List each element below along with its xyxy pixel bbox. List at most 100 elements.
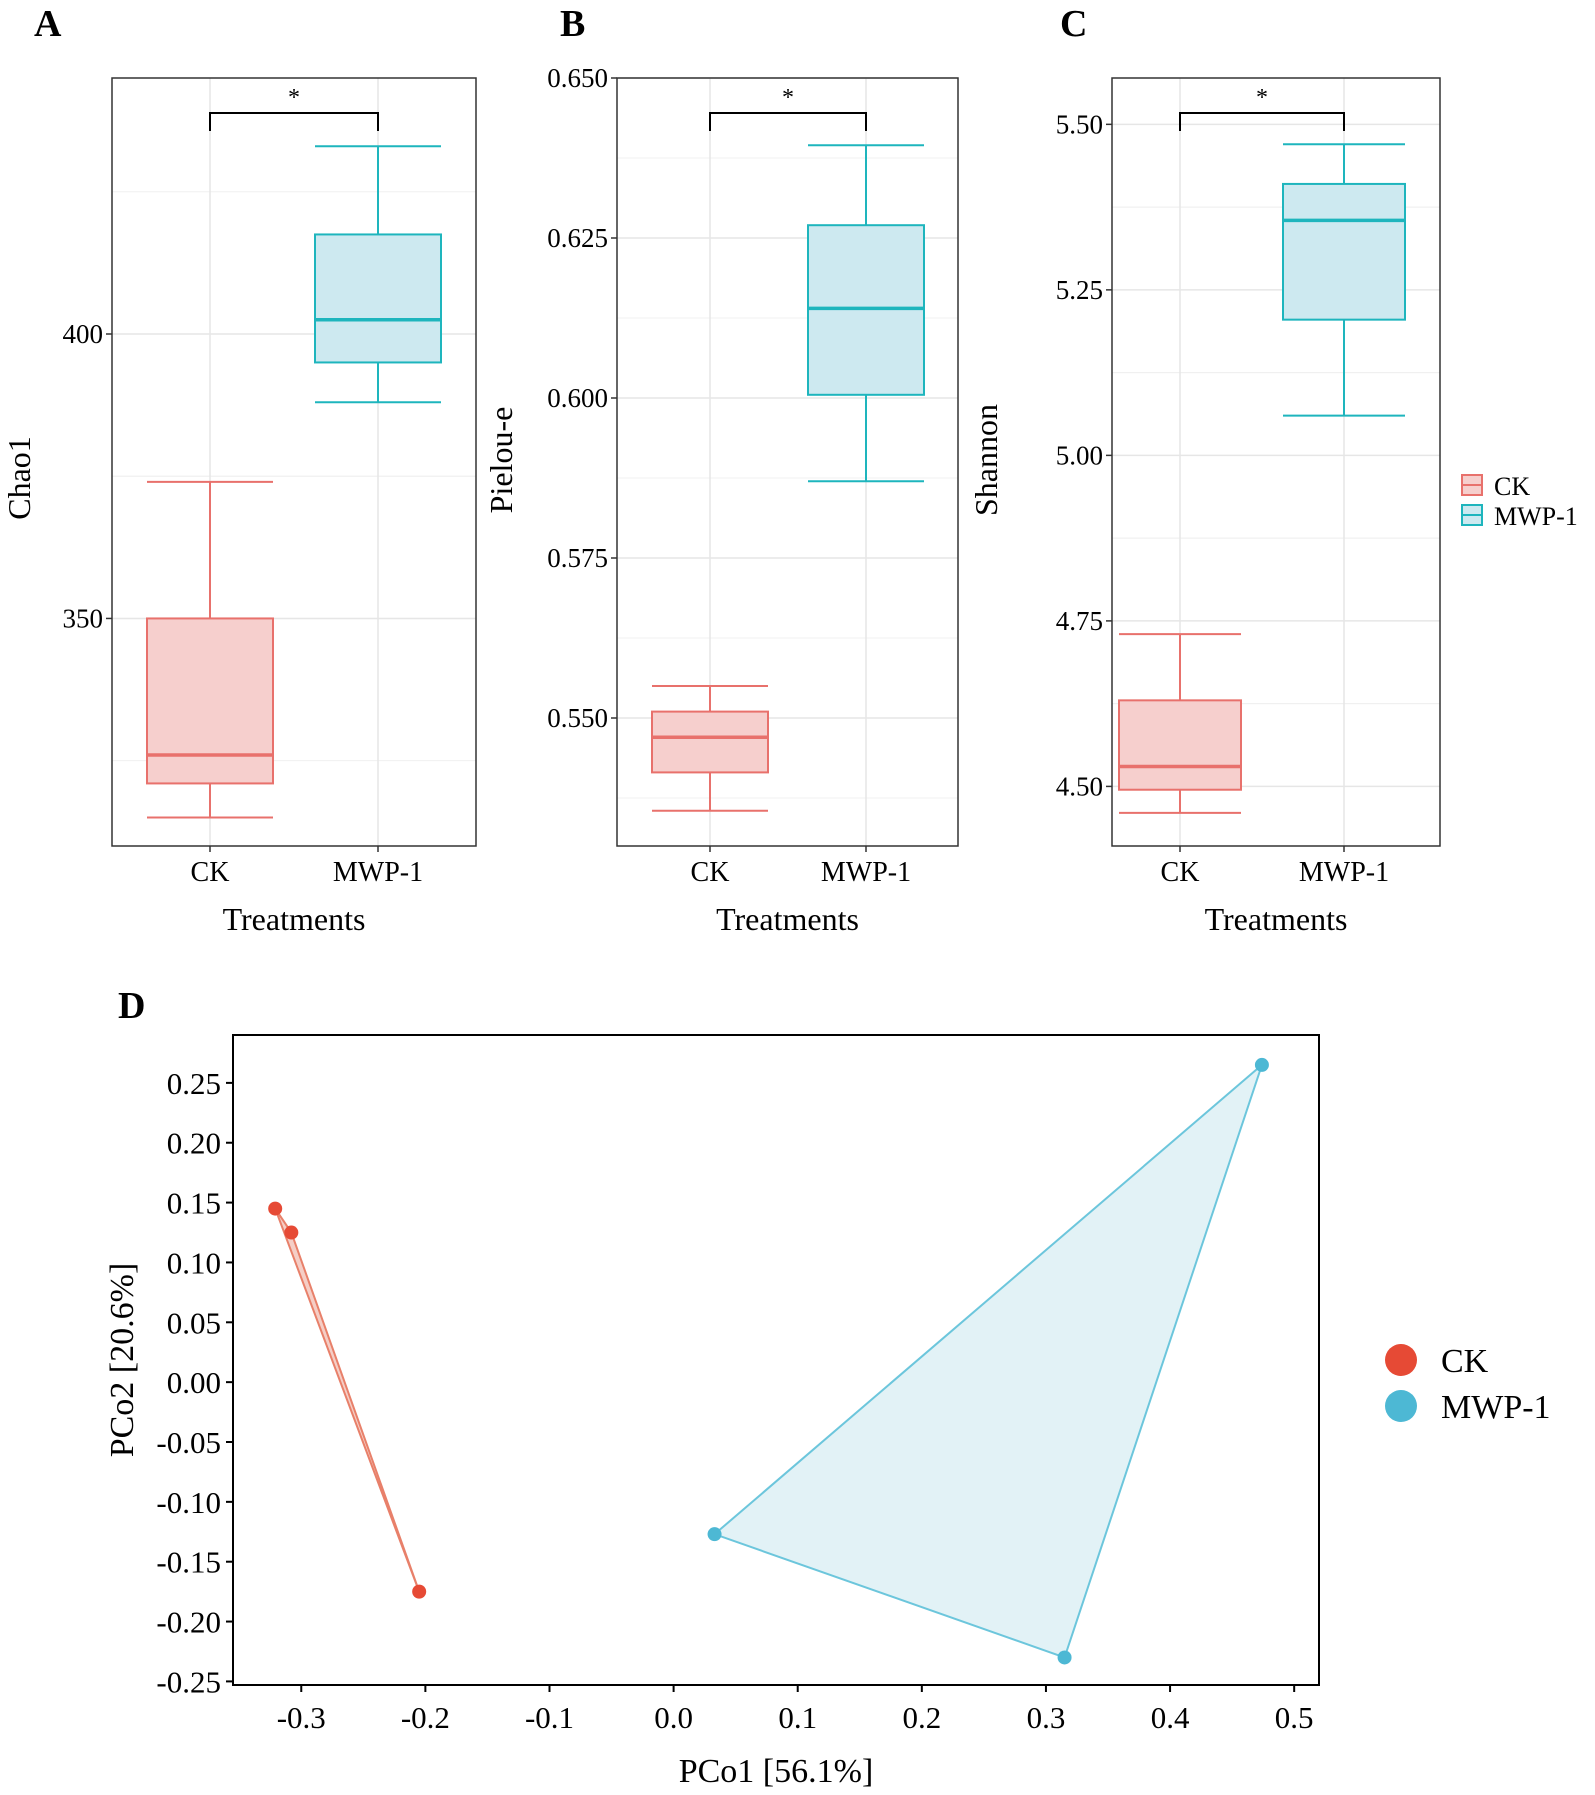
- shannon-x-ticks: CK MWP-1: [1161, 846, 1389, 888]
- pcoa-group-hulls: [274, 1061, 1264, 1659]
- pcoa-plot-frame: [232, 1034, 1320, 1686]
- pcoa-x-tick-label: 0.5: [1275, 1700, 1314, 1735]
- pcoa-points: [268, 1057, 1269, 1665]
- legend-key-mwp-1: [1461, 504, 1483, 526]
- pcoa-x-axis-label: PCo1 [56.1%]: [679, 1753, 874, 1790]
- boxplot-legend: CK MWP-1: [1461, 472, 1578, 531]
- pielou-y-tick-label: 0.625: [547, 223, 608, 253]
- pcoa-legend-label-mwp-1: MWP-1: [1441, 1389, 1551, 1426]
- chao1-significance-label: *: [288, 85, 300, 111]
- pcoa-y-tick-label: 0.15: [167, 1186, 221, 1221]
- legend-label-ck: CK: [1494, 472, 1530, 501]
- pcoa-x-tick-label: -0.3: [277, 1700, 326, 1735]
- shannon-y-axis-label: Shannon: [968, 404, 1004, 516]
- pcoa-point-ck: [268, 1201, 283, 1216]
- pcoa-hull-mwp-1: [712, 1061, 1264, 1659]
- panel-label-b: B: [560, 3, 585, 45]
- chao1-x-tick-label: CK: [191, 857, 230, 888]
- pielou-boxplot: * 0.550 0.575 0.600 0.625 0.650 CK MWP-1 Trea…: [483, 63, 959, 937]
- shannon-x-axis-label: Treatments: [1205, 901, 1348, 937]
- pielou-y-tick-label: 0.575: [547, 543, 608, 573]
- pcoa-y-tick-label: 0.00: [167, 1365, 221, 1400]
- pielou-significance-label: *: [782, 85, 794, 111]
- pcoa-x-ticks: -0.3 -0.2 -0.1 0.0 0.1 0.2 0.3 0.4 0.5: [277, 1685, 1314, 1735]
- shannon-significance-bracket: *: [1179, 85, 1345, 131]
- pcoa-y-tick-label: -0.20: [156, 1605, 221, 1640]
- shannon-y-tick-label: 5.00: [1056, 440, 1103, 470]
- chao1-plot-frame: [111, 77, 477, 847]
- pcoa-y-tick-label: 0.10: [167, 1245, 221, 1280]
- chao1-y-tick-label: 400: [63, 319, 104, 349]
- pielou-x-axis-label: Treatments: [716, 901, 859, 937]
- pielou-y-tick-label: 0.550: [547, 703, 608, 733]
- panel-label-c: C: [1060, 3, 1087, 45]
- pcoa-x-tick-label: 0.2: [902, 1700, 941, 1735]
- shannon-boxes: [1118, 143, 1406, 814]
- pielou-plot-frame: [616, 77, 959, 847]
- legend-key-ck: [1461, 474, 1483, 496]
- shannon-y-tick-label: 4.50: [1056, 771, 1103, 801]
- pcoa-y-tick-label: 0.20: [167, 1126, 221, 1161]
- pielou-x-tick-label: MWP-1: [821, 857, 911, 888]
- pcoa-x-tick-label: 0.1: [778, 1700, 817, 1735]
- pielou-y-ticks: 0.550 0.575 0.600 0.625 0.650: [547, 63, 617, 733]
- pcoa-y-axis-label: PCo2 [20.6%]: [104, 1263, 141, 1458]
- legend-label-mwp-1: MWP-1: [1494, 502, 1578, 531]
- chao1-box-ck: [146, 617, 274, 785]
- pielou-x-tick-label: CK: [691, 857, 730, 888]
- legend-dot-mwp-1: [1385, 1390, 1417, 1422]
- pcoa-scatter: 0.25 0.20 0.15 0.10 0.05 0.00 -0.05 -0.10 -0.15 -…: [104, 1034, 1320, 1790]
- pcoa-y-tick-label: 0.05: [167, 1305, 221, 1340]
- pcoa-point-ck: [412, 1584, 427, 1599]
- chao1-y-axis-label: Chao1: [1, 436, 37, 520]
- pielou-box-ck: [651, 710, 769, 774]
- pcoa-point-mwp-1: [1254, 1057, 1269, 1072]
- chao1-x-tick-label: MWP-1: [333, 857, 423, 888]
- pcoa-x-tick-label: -0.1: [525, 1700, 574, 1735]
- shannon-y-ticks: 4.50 4.75 5.00 5.25 5.50: [1056, 109, 1112, 801]
- pcoa-y-tick-label: -0.10: [156, 1485, 221, 1520]
- chao1-box-mwp-1: [314, 233, 442, 364]
- pcoa-legend-label-ck: CK: [1441, 1343, 1489, 1380]
- pcoa-x-tick-label: 0.0: [654, 1700, 693, 1735]
- pielou-y-axis-label: Pielou-e: [483, 407, 519, 514]
- pcoa-hull-ck: [274, 1208, 421, 1592]
- pcoa-point-mwp-1: [1057, 1650, 1072, 1665]
- chao1-boxes: [146, 145, 442, 819]
- pcoa-y-ticks: 0.25 0.20 0.15 0.10 0.05 0.00 -0.05 -0.10 -0.15 -…: [156, 1066, 233, 1699]
- chao1-x-ticks: CK MWP-1: [191, 846, 423, 888]
- chao1-significance-bracket: *: [209, 85, 379, 131]
- chao1-boxplot: * 350 400 CK MWP-1 Treatments Chao1: [1, 77, 477, 937]
- shannon-plot-frame: [1111, 77, 1441, 847]
- pielou-y-tick-label: 0.650: [547, 63, 608, 93]
- pielou-boxes: [651, 144, 925, 812]
- shannon-significance-label: *: [1256, 85, 1268, 111]
- pielou-x-ticks: CK MWP-1: [691, 846, 911, 888]
- pielou-y-tick-label: 0.600: [547, 383, 608, 413]
- pcoa-point-mwp-1: [707, 1527, 722, 1542]
- pcoa-y-tick-label: -0.15: [156, 1545, 221, 1580]
- panel-label-a: A: [34, 3, 62, 45]
- pcoa-x-tick-label: 0.3: [1027, 1700, 1066, 1735]
- shannon-y-tick-label: 5.25: [1056, 275, 1103, 305]
- pcoa-y-tick-label: -0.25: [156, 1664, 221, 1699]
- pcoa-legend: CK MWP-1: [1385, 1343, 1551, 1426]
- chao1-y-tick-label: 350: [63, 603, 104, 633]
- chao1-y-ticks: 350 400: [63, 319, 112, 633]
- shannon-x-tick-label: CK: [1161, 857, 1200, 888]
- pcoa-point-ck: [284, 1225, 299, 1240]
- shannon-x-tick-label: MWP-1: [1299, 857, 1389, 888]
- pcoa-x-tick-label: 0.4: [1151, 1700, 1190, 1735]
- shannon-box-mwp-1: [1282, 182, 1406, 321]
- pcoa-y-tick-label: 0.25: [167, 1066, 221, 1101]
- shannon-boxplot: * 4.50 4.75 5.00 5.25 5.50 CK MWP-1 Treatment…: [968, 77, 1441, 937]
- pcoa-x-tick-label: -0.2: [401, 1700, 450, 1735]
- pielou-significance-bracket: *: [709, 85, 867, 131]
- shannon-box-ck: [1118, 699, 1242, 791]
- panel-label-d: D: [118, 985, 145, 1027]
- chao1-x-axis-label: Treatments: [223, 901, 366, 937]
- legend-dot-ck: [1385, 1344, 1417, 1376]
- shannon-y-tick-label: 5.50: [1056, 109, 1103, 139]
- shannon-y-tick-label: 4.75: [1056, 606, 1103, 636]
